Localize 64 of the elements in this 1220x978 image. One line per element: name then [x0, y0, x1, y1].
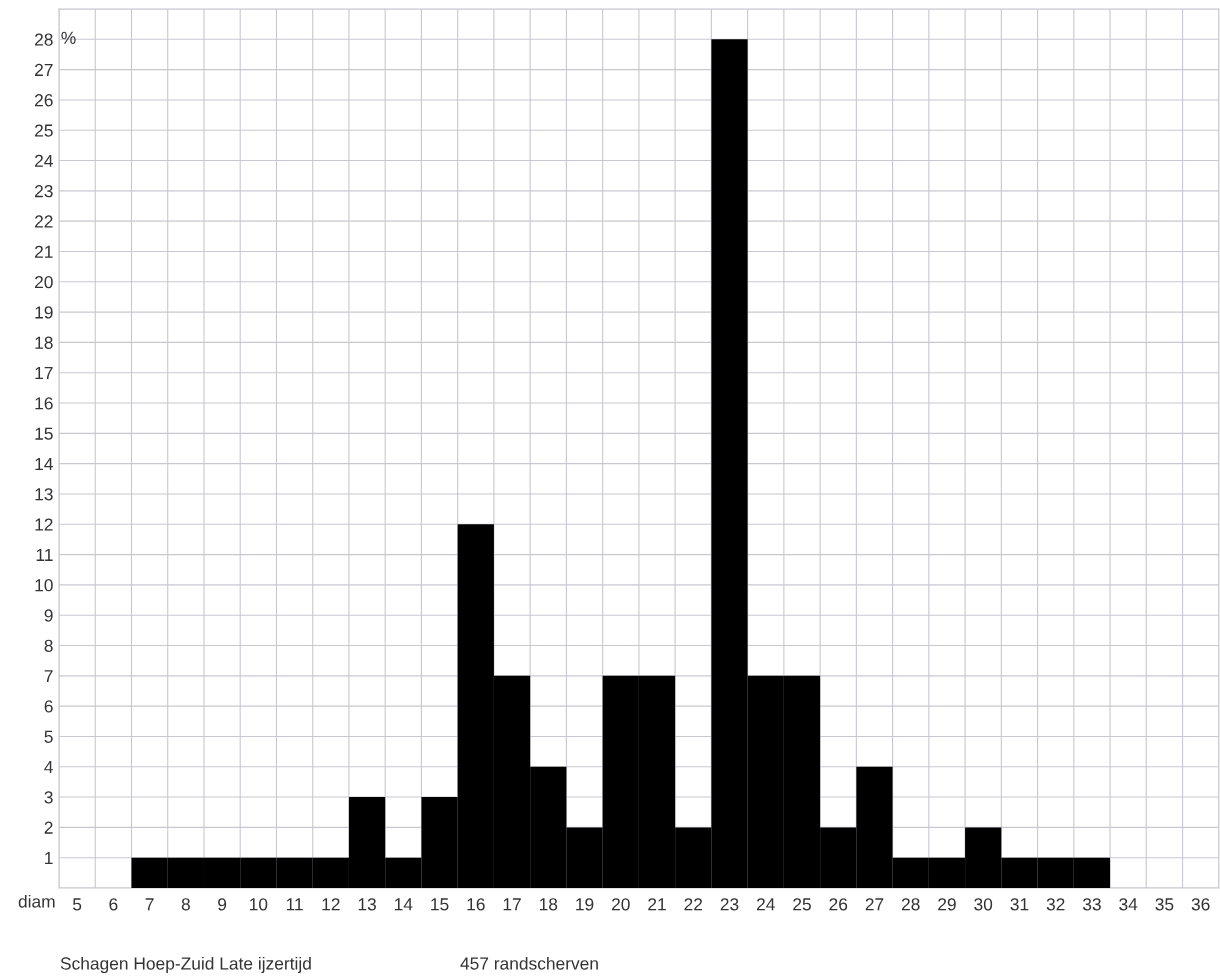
y-tick-label: 23 [35, 185, 53, 198]
x-tick-label: 36 [1191, 898, 1210, 911]
x-tick-label: 24 [756, 898, 775, 911]
x-tick-label: 15 [431, 898, 449, 911]
x-tick-label: 16 [467, 898, 485, 911]
y-tick-label: 20 [35, 275, 53, 289]
x-tick-label: 30 [974, 898, 993, 911]
y-tick-label: 13 [35, 488, 53, 501]
x-tick-label: 8 [181, 898, 190, 911]
x-tick-label: 19 [576, 898, 594, 911]
y-tick-label: 24 [35, 154, 53, 167]
x-tick-label: 34 [1119, 898, 1138, 911]
x-tick-label: 26 [829, 898, 848, 911]
x-tick-label: 18 [539, 898, 558, 911]
y-tick-label: 18 [35, 336, 53, 349]
y-tick-label: 6 [44, 700, 53, 713]
y-tick-label: 14 [35, 458, 53, 470]
y-tick-label: 10 [35, 579, 53, 592]
y-axis-title: % [61, 31, 76, 44]
x-axis-title: diam [18, 894, 55, 908]
y-tick-label: 2 [44, 821, 53, 834]
x-tick-label: 10 [250, 898, 268, 911]
y-tick-label: 25 [35, 124, 53, 137]
y-tick-label: 22 [35, 215, 53, 228]
y-tick-label: 3 [44, 791, 53, 804]
x-tick-label: 23 [720, 898, 739, 911]
x-tick-label: 33 [1082, 898, 1101, 911]
x-tick-label: 12 [322, 898, 340, 911]
y-tick-label: 4 [44, 761, 53, 774]
text: Schagen Hoep-Zuid Late ijzertijd [60, 956, 311, 974]
x-tick-label: 27 [865, 898, 884, 911]
x-tick-label: 32 [1046, 898, 1065, 911]
y-tick-label: 16 [35, 397, 53, 410]
x-tick-label: 11 [286, 898, 303, 911]
x-tick-label: 22 [684, 898, 703, 911]
x-tick-label: 28 [901, 898, 920, 911]
y-tick-label: 7 [44, 670, 53, 683]
y-tick-label: 15 [35, 427, 53, 440]
x-tick-label: 7 [145, 898, 154, 911]
y-tick-label: 12 [35, 518, 53, 531]
y-tick-label: 28 [35, 33, 53, 46]
x-tick-label: 14 [394, 898, 413, 911]
y-tick-label: 11 [36, 548, 53, 561]
x-tick-label: 20 [611, 898, 630, 911]
x-tick-label: 5 [72, 898, 82, 911]
y-tick-label: 17 [35, 367, 53, 380]
x-tick-label: 9 [218, 898, 227, 911]
y-tick-label: 1 [45, 852, 53, 864]
x-tick-label: 25 [793, 898, 811, 911]
x-tick-label: 35 [1155, 898, 1174, 911]
x-tick-label: 13 [358, 898, 376, 911]
y-tick-label: 9 [44, 609, 53, 622]
y-tick-label: 19 [35, 306, 53, 319]
y-tick-label: 8 [44, 639, 53, 652]
x-tick-label: 21 [648, 898, 666, 911]
y-tick-label: 5 [44, 730, 53, 743]
x-tick-label: 6 [109, 898, 118, 911]
x-tick-label: 17 [503, 898, 521, 911]
text: 457 randscherven [460, 956, 598, 970]
x-tick-label: 29 [938, 898, 956, 911]
y-tick-label: 27 [35, 63, 53, 76]
y-tick-label: 26 [35, 94, 53, 107]
y-tick-label: 21 [35, 245, 53, 258]
x-tick-label: 31 [1010, 898, 1029, 911]
